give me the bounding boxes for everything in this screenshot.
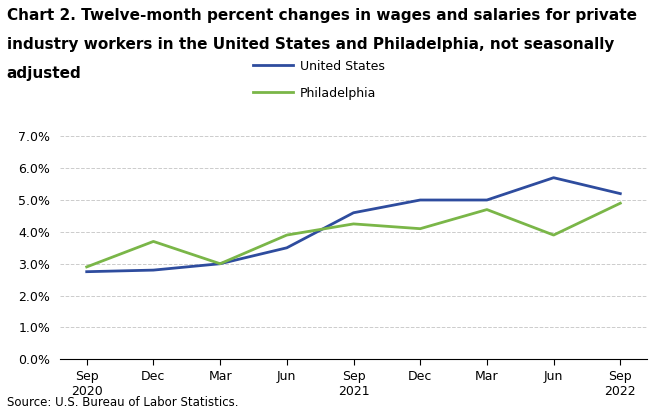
- Text: Chart 2. Twelve-month percent changes in wages and salaries for private: Chart 2. Twelve-month percent changes in…: [7, 8, 637, 23]
- Line: United States: United States: [87, 178, 620, 272]
- Philadelphia: [83, 264, 91, 269]
- Text: industry workers in the United States and Philadelphia, not seasonally: industry workers in the United States an…: [7, 37, 614, 52]
- Text: adjusted: adjusted: [7, 66, 81, 81]
- United States: [216, 261, 224, 266]
- Philadelphia: [283, 233, 291, 237]
- United States: [83, 269, 91, 274]
- Philadelphia: [483, 207, 491, 212]
- Philadelphia: [416, 226, 424, 231]
- United States: [616, 191, 624, 196]
- United States: [550, 175, 558, 180]
- United States: [483, 197, 491, 202]
- Philadelphia: [149, 239, 157, 244]
- Line: Philadelphia: Philadelphia: [87, 203, 620, 267]
- Philadelphia: [350, 221, 358, 226]
- Text: Philadelphia: Philadelphia: [300, 87, 377, 100]
- United States: [149, 268, 157, 273]
- Philadelphia: [616, 201, 624, 206]
- Text: Source: U.S. Bureau of Labor Statistics.: Source: U.S. Bureau of Labor Statistics.: [7, 396, 238, 409]
- Philadelphia: [550, 233, 558, 237]
- United States: [283, 245, 291, 250]
- United States: [350, 210, 358, 215]
- United States: [416, 197, 424, 202]
- Philadelphia: [216, 261, 224, 266]
- Text: United States: United States: [300, 60, 385, 73]
